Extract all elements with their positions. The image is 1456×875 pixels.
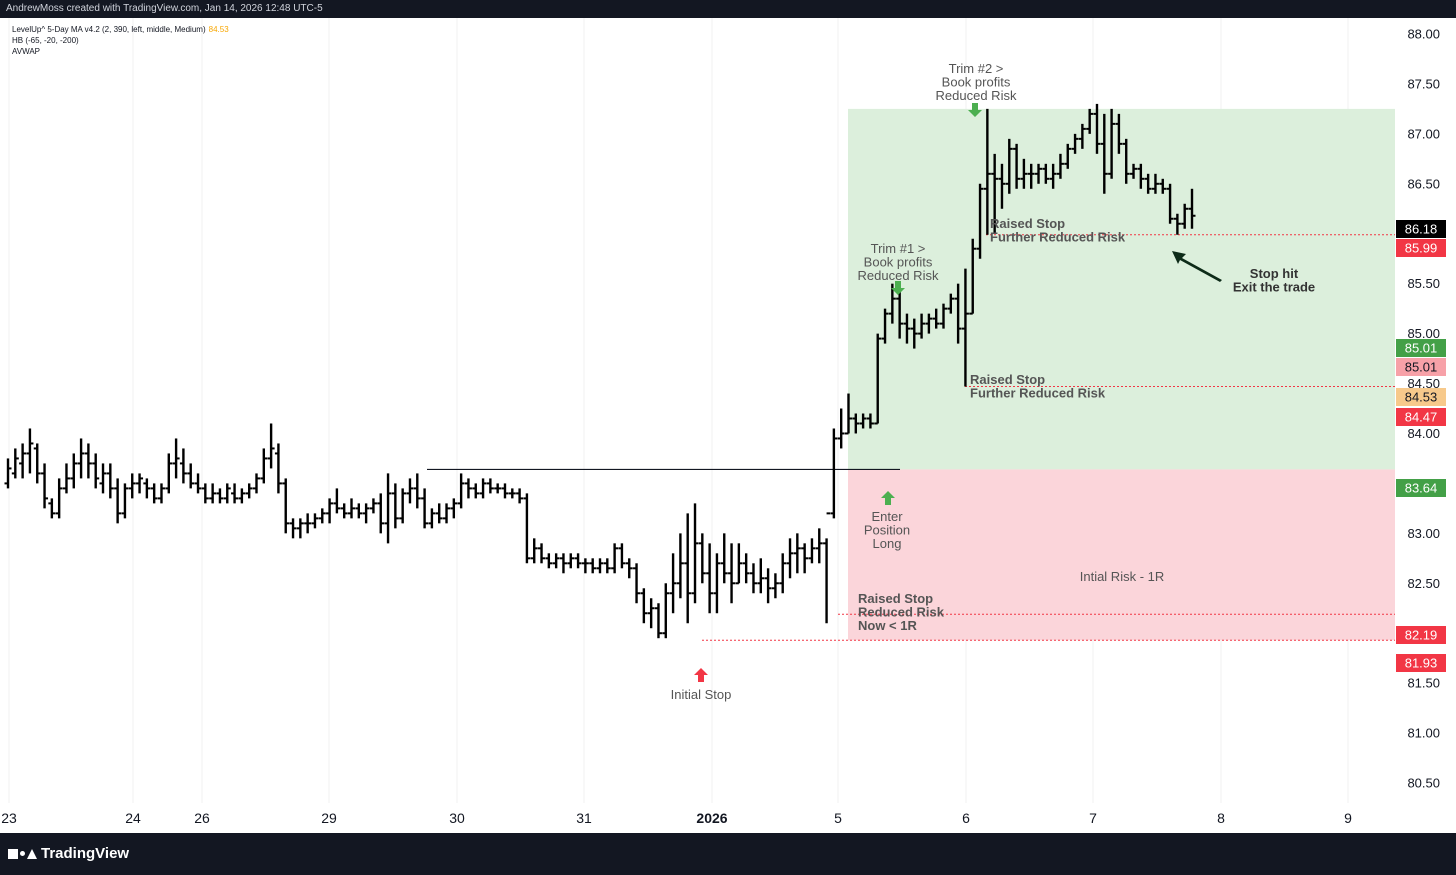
annotation-text: Exit the trade — [1233, 280, 1315, 295]
y-tick-label: 87.50 — [1407, 76, 1440, 91]
annotation-text: Stop hit — [1250, 266, 1299, 281]
x-tick-label: 23 — [1, 810, 17, 826]
up-arrow-red-icon — [694, 668, 708, 682]
annotation-text: Raised Stop — [990, 216, 1065, 231]
y-tick-label: 85.50 — [1407, 276, 1440, 291]
down-arrow-green-icon — [968, 103, 982, 117]
x-tick-label: 5 — [834, 810, 842, 826]
x-tick-label: 9 — [1344, 810, 1352, 826]
y-tick-label: 83.00 — [1407, 526, 1440, 541]
price-badge — [1396, 479, 1446, 497]
brand-name: TradingView — [41, 845, 130, 862]
price-badge-label: 86.18 — [1405, 222, 1438, 237]
y-tick-label: 82.50 — [1407, 576, 1440, 591]
x-tick-label: 26 — [194, 810, 210, 826]
tradingview-logo-icon — [8, 848, 37, 859]
price-badge — [1396, 654, 1446, 672]
indicator-label: LevelUp^ 5-Day MA v4.2 (2, 390, left, mi… — [12, 25, 206, 34]
annotation-text: Intial Risk - 1R — [1080, 569, 1165, 584]
annotation-text: Book profits — [942, 75, 1011, 90]
indicator-hb[interactable]: HB (-65, -20, -200) — [12, 35, 229, 46]
pointer-arrow-icon — [1172, 251, 1222, 282]
annotation-text: Position — [864, 523, 910, 538]
annotation-text: Further Reduced Risk — [990, 230, 1126, 245]
y-tick-label: 87.00 — [1407, 126, 1440, 141]
annotation-text: Long — [873, 536, 902, 551]
top-credit-bar: AndrewMoss created with TradingView.com,… — [0, 0, 1456, 18]
price-badge-label: 85.01 — [1405, 360, 1438, 375]
price-badge-label: 81.93 — [1405, 656, 1438, 671]
annotation-text: Enter — [871, 509, 903, 524]
price-badge — [1396, 358, 1446, 376]
price-badge — [1396, 388, 1446, 406]
y-tick-label: 84.50 — [1407, 376, 1440, 391]
up-arrow-green-icon — [881, 491, 895, 505]
y-tick-label: 86.50 — [1407, 176, 1440, 191]
annotation-text: Trim #2 > — [949, 61, 1004, 76]
y-tick-label: 88.00 — [1407, 26, 1440, 41]
annotation-text: Raised Stop — [858, 591, 933, 606]
indicator-avwap[interactable]: AVWAP — [12, 46, 229, 57]
y-tick-label: 80.50 — [1407, 776, 1440, 791]
credit-text: AndrewMoss created with TradingView.com,… — [6, 3, 323, 14]
price-badge — [1396, 626, 1446, 644]
indicator-value: 84.53 — [208, 25, 229, 34]
indicator-levelup[interactable]: LevelUp^ 5-Day MA v4.2 (2, 390, left, mi… — [12, 24, 229, 35]
price-badge-label: 82.19 — [1405, 628, 1438, 643]
down-arrow-green-icon — [891, 281, 905, 295]
price-badge — [1396, 220, 1446, 238]
x-tick-label: 6 — [962, 810, 970, 826]
x-tick-label: 2026 — [696, 810, 727, 826]
annotation-text: Reduced Risk — [936, 88, 1017, 103]
chart-stage[interactable]: Initial Stop Enter Position Long Trim #1 > Bo… — [0, 18, 1456, 833]
price-badge — [1396, 239, 1446, 257]
y-tick-label: 81.00 — [1407, 726, 1440, 741]
annotation-text: Further Reduced Risk — [970, 386, 1106, 401]
x-tick-label: 7 — [1089, 810, 1097, 826]
price-badge — [1396, 408, 1446, 426]
price-badge — [1396, 339, 1446, 357]
price-badge-label: 84.47 — [1405, 410, 1438, 425]
y-tick-label: 81.50 — [1407, 676, 1440, 691]
y-tick-label: 85.00 — [1407, 326, 1440, 341]
bottom-brand-bar: TradingView — [0, 833, 1456, 875]
indicator-label: HB (-65, -20, -200) — [12, 36, 79, 45]
price-badge-label: 85.99 — [1405, 241, 1438, 256]
tradingview-logo[interactable]: TradingView — [8, 845, 129, 862]
x-tick-label: 30 — [449, 810, 465, 826]
annotation-text: Raised Stop — [970, 372, 1045, 387]
risk-zone — [848, 469, 1395, 641]
x-tick-label: 31 — [576, 810, 592, 826]
annotation-text: Now < 1R — [858, 618, 917, 633]
indicator-label: AVWAP — [12, 47, 41, 56]
x-tick-label: 24 — [125, 810, 141, 826]
annotation-text: Reduced Risk — [858, 268, 939, 283]
indicator-legend: LevelUp^ 5-Day MA v4.2 (2, 390, left, mi… — [12, 24, 229, 57]
price-badge-label: 83.64 — [1405, 481, 1438, 496]
annotation-text: Initial Stop — [671, 687, 732, 702]
price-badge-label: 85.01 — [1405, 341, 1438, 356]
annotation-text: Trim #1 > — [871, 241, 926, 256]
y-tick-label: 84.00 — [1407, 426, 1440, 441]
time-axis[interactable] — [0, 803, 1456, 833]
profit-zone — [848, 108, 1395, 470]
price-badge-label: 84.53 — [1405, 390, 1438, 405]
x-tick-label: 8 — [1217, 810, 1225, 826]
annotation-text: Reduced Risk — [858, 605, 945, 620]
x-tick-label: 29 — [321, 810, 337, 826]
annotation-text: Book profits — [864, 255, 933, 270]
